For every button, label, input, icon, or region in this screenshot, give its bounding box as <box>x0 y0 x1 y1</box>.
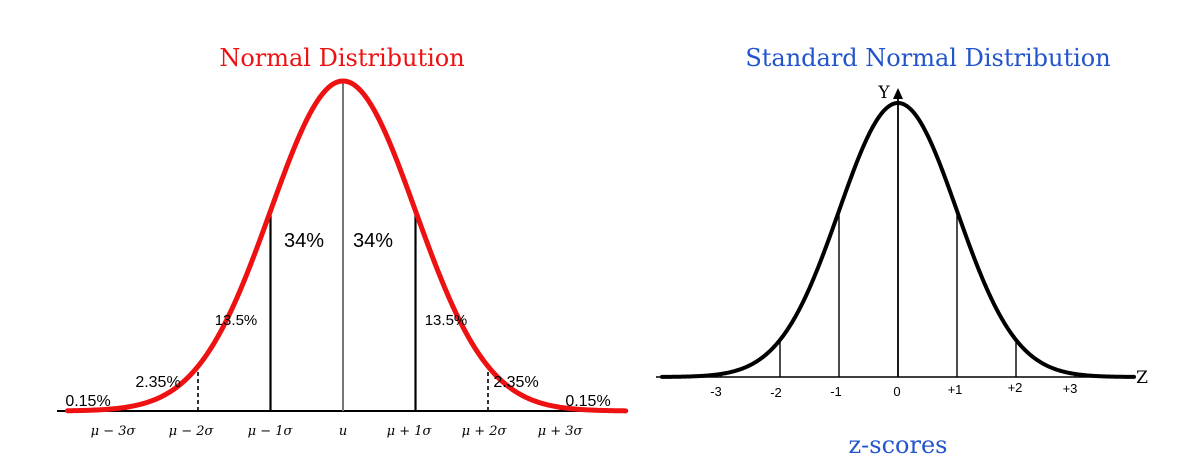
tick-mu-minus-1sigma: μ − 1σ <box>248 424 294 439</box>
z-tick-minus-1: -1 <box>830 384 842 399</box>
region-label-2-35-right: 2.35% <box>493 374 538 391</box>
left-bell-curve <box>65 78 629 414</box>
left-separators <box>124 83 562 411</box>
right-bell-curve <box>660 100 1136 379</box>
z-tick-plus-3: +3 <box>1063 381 1078 396</box>
right-title: Standard Normal Distribution <box>745 44 1110 72</box>
tick-mu-plus-3sigma: μ + 3σ <box>538 424 584 439</box>
z-scores-caption: z-scores <box>849 431 948 459</box>
y-axis-label: Y <box>877 83 890 103</box>
region-label-tail-left: 0.15% <box>65 393 110 410</box>
left-panel: Normal Distribution 0.15% 2.35% 13.5% 34… <box>57 44 629 439</box>
region-label-13-5-left: 13.5% <box>215 312 258 329</box>
z-axis-label: Z <box>1136 368 1148 388</box>
region-label-13-5-right: 13.5% <box>425 312 468 329</box>
tick-mu-plus-2sigma: μ + 2σ <box>462 424 508 439</box>
region-label-2-35-left: 2.35% <box>135 374 180 391</box>
tick-mu-minus-3sigma: μ − 3σ <box>91 424 137 439</box>
right-panel: Standard Normal Distribution Y Z -3 -2 -… <box>656 44 1148 459</box>
z-tick-plus-2: +2 <box>1008 380 1023 395</box>
region-label-tail-right: 0.15% <box>565 393 610 410</box>
left-title: Normal Distribution <box>219 44 464 72</box>
z-tick-0: 0 <box>893 384 900 399</box>
z-tick-minus-2: -2 <box>770 385 782 400</box>
z-tick-plus-1: +1 <box>948 382 963 397</box>
y-axis-arrow-icon <box>893 88 903 99</box>
region-label-34-right: 34% <box>353 230 393 252</box>
z-tick-minus-3: -3 <box>710 384 722 399</box>
tick-mu-plus-1sigma: μ + 1σ <box>387 424 433 439</box>
right-separators <box>720 211 1076 377</box>
tick-mu: u <box>339 424 347 439</box>
tick-mu-minus-2sigma: μ − 2σ <box>169 424 215 439</box>
region-label-34-left: 34% <box>284 230 324 252</box>
